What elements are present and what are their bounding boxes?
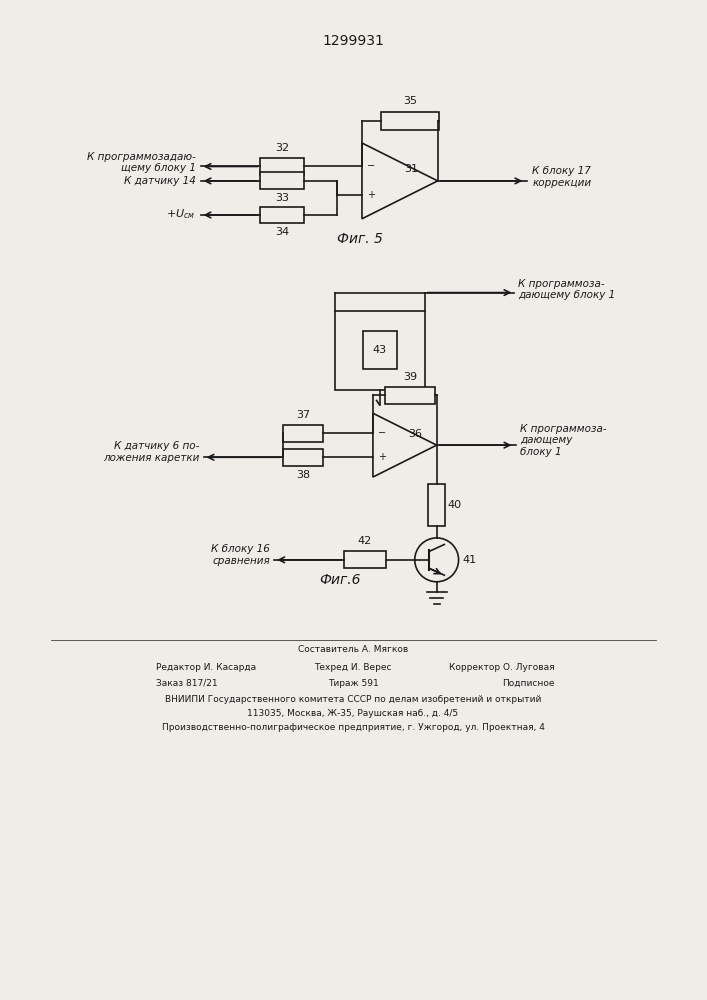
Bar — [385, 387, 435, 404]
Text: +: + — [378, 452, 386, 462]
Text: 1299931: 1299931 — [322, 34, 384, 48]
Text: −: − — [367, 161, 375, 171]
Text: 37: 37 — [296, 410, 310, 420]
Text: К программозадаю-
щему блоку 1: К программозадаю- щему блоку 1 — [87, 152, 196, 173]
Text: Составитель А. Мягков: Составитель А. Мягков — [298, 645, 408, 654]
Text: Техред И. Верес: Техред И. Верес — [314, 663, 392, 672]
Text: К программоза-
дающему
блоку 1: К программоза- дающему блоку 1 — [520, 424, 607, 457]
Bar — [335, 311, 425, 390]
Text: Фиг.6: Фиг.6 — [320, 573, 361, 587]
Text: К блоку 16
сравнения: К блоку 16 сравнения — [211, 544, 270, 566]
Text: 36: 36 — [408, 429, 422, 439]
Text: К датчику 6 по-
ложения каретки: К датчику 6 по- ложения каретки — [103, 441, 199, 463]
Text: 35: 35 — [403, 96, 417, 106]
Bar — [284, 449, 323, 466]
Bar — [260, 172, 304, 189]
Text: Фиг. 5: Фиг. 5 — [337, 232, 383, 246]
Text: К блоку 17
коррекции: К блоку 17 коррекции — [532, 166, 592, 188]
Bar — [363, 331, 397, 369]
Text: Подписное: Подписное — [502, 679, 554, 688]
Circle shape — [415, 538, 459, 582]
Text: 113035, Москва, Ж-35, Раушская наб., д. 4/5: 113035, Москва, Ж-35, Раушская наб., д. … — [247, 709, 459, 718]
Text: Редактор И. Касарда: Редактор И. Касарда — [156, 663, 256, 672]
Text: Тираж 591: Тираж 591 — [327, 679, 378, 688]
Text: Заказ 817/21: Заказ 817/21 — [156, 679, 218, 688]
Text: ВНИИПИ Государственного комитета СССР по делам изобретений и открытий: ВНИИПИ Государственного комитета СССР по… — [165, 695, 541, 704]
Text: 32: 32 — [275, 143, 289, 153]
Bar — [260, 207, 304, 223]
Text: 43: 43 — [373, 345, 387, 355]
Bar — [381, 112, 438, 130]
Text: 38: 38 — [296, 470, 310, 480]
Text: 41: 41 — [462, 555, 477, 565]
Bar — [284, 425, 323, 442]
Text: К датчику 14: К датчику 14 — [124, 176, 196, 186]
Bar — [428, 484, 445, 526]
Text: 40: 40 — [448, 500, 462, 510]
Text: −: − — [378, 428, 386, 438]
Bar — [260, 158, 304, 175]
Text: +$U_{см}$: +$U_{см}$ — [166, 207, 196, 221]
Text: Производственно-полиграфическое предприятие, г. Ужгород, ул. Проектная, 4: Производственно-полиграфическое предприя… — [162, 723, 544, 732]
Text: +: + — [367, 190, 375, 200]
Text: Корректор О. Луговая: Корректор О. Луговая — [448, 663, 554, 672]
Text: 33: 33 — [275, 193, 289, 203]
Text: 34: 34 — [275, 227, 289, 237]
Text: 31: 31 — [404, 164, 418, 174]
Text: К программоза-
дающему блоку 1: К программоза- дающему блоку 1 — [518, 279, 616, 300]
Bar — [344, 551, 386, 568]
Text: 39: 39 — [403, 372, 417, 382]
Text: 42: 42 — [358, 536, 372, 546]
